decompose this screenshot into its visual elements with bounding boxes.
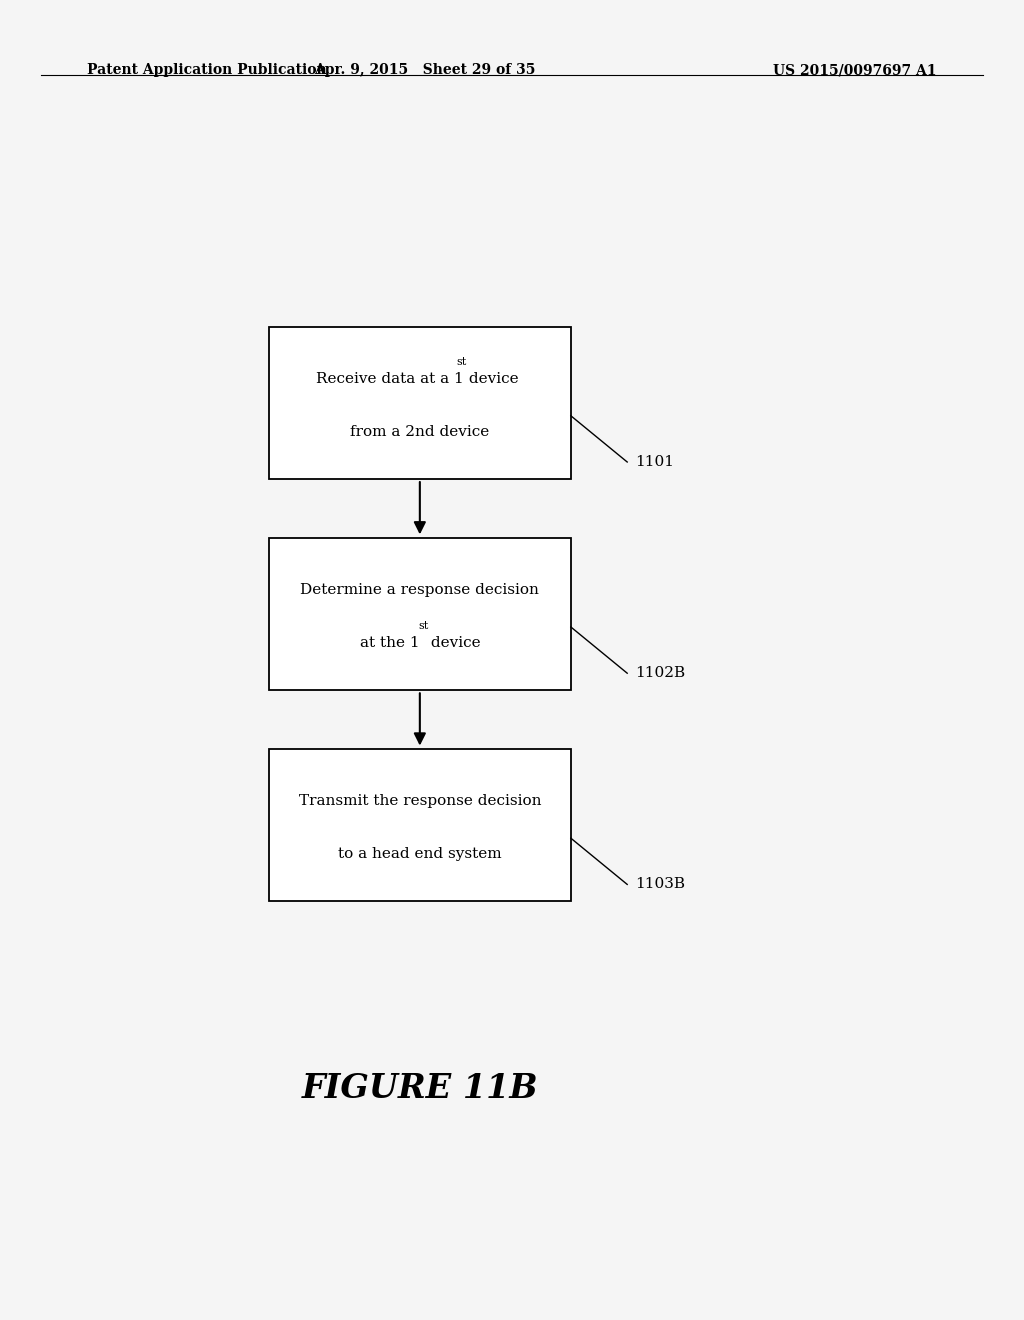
Text: device: device [464,372,519,385]
Text: Apr. 9, 2015   Sheet 29 of 35: Apr. 9, 2015 Sheet 29 of 35 [314,63,536,78]
Text: Patent Application Publication: Patent Application Publication [87,63,327,78]
Text: Receive data at a 1: Receive data at a 1 [316,372,464,385]
Text: st: st [418,620,428,631]
Text: 1103B: 1103B [635,878,685,891]
Text: 1101: 1101 [635,455,675,469]
Text: from a 2nd device: from a 2nd device [350,425,489,438]
Text: 1102B: 1102B [635,667,685,680]
Text: FIGURE 11B: FIGURE 11B [301,1072,539,1106]
Text: device: device [426,636,480,649]
Bar [268,750,570,900]
Text: Determine a response decision: Determine a response decision [300,583,540,597]
Text: at the 1: at the 1 [360,636,420,649]
Bar [268,539,570,689]
Text: to a head end system: to a head end system [338,847,502,861]
Text: st: st [457,356,467,367]
Bar [268,327,570,479]
Text: US 2015/0097697 A1: US 2015/0097697 A1 [773,63,937,78]
Text: Transmit the response decision: Transmit the response decision [299,795,541,808]
